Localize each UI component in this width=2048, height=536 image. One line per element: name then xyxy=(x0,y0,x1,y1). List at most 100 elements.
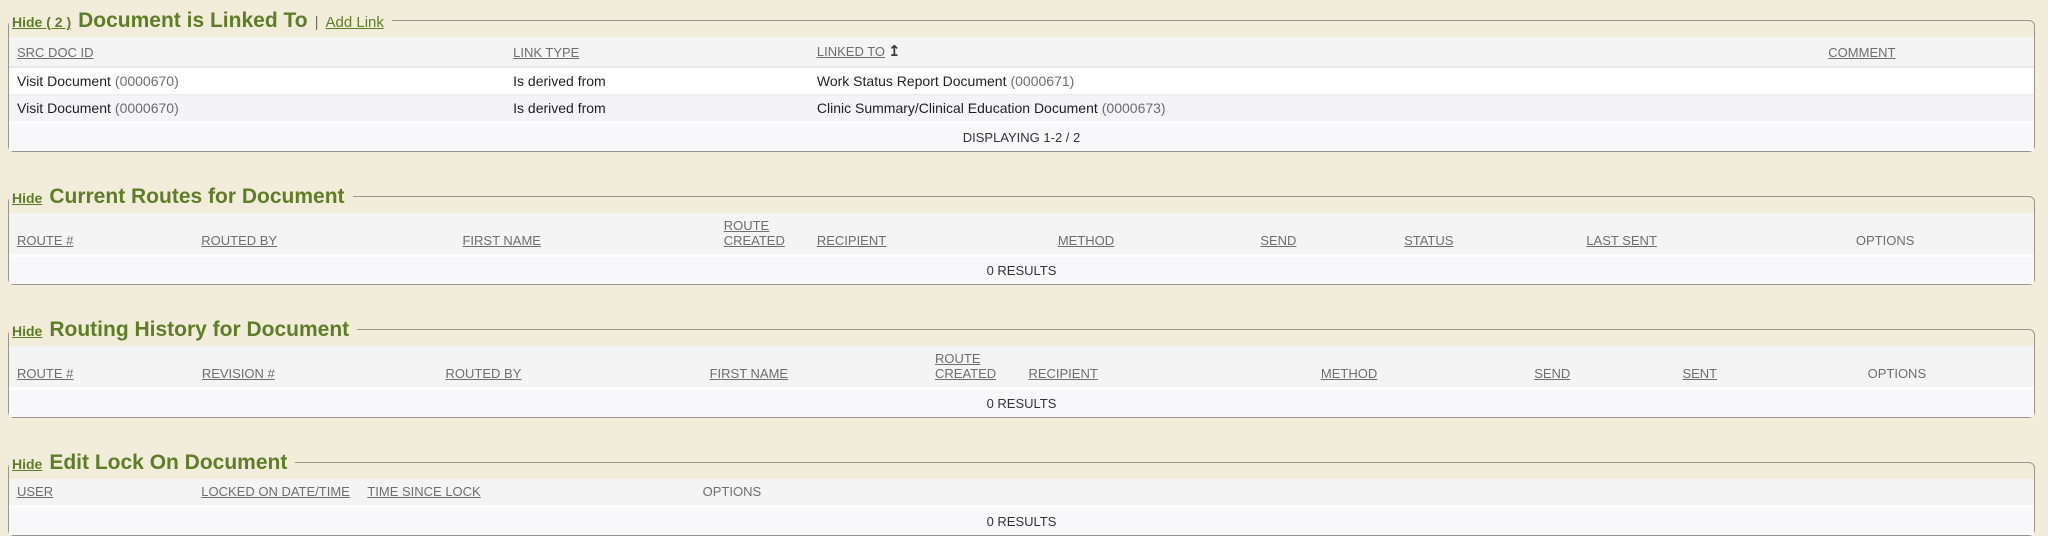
col-header-comment: COMMENT xyxy=(1689,37,2034,69)
col-header-status: STATUS xyxy=(1396,213,1579,257)
col-header-first-name: FIRST NAME xyxy=(454,213,716,257)
user-sort-link[interactable]: USER xyxy=(17,484,54,500)
src-doc-id-sort-link[interactable]: SRC DOC ID xyxy=(17,45,94,61)
current-routes-title: Current Routes for Document xyxy=(49,185,345,209)
results-count-label: 0 RESULTS xyxy=(9,254,2034,285)
results-count-label: 0 RESULTS xyxy=(9,387,2034,418)
first-name-sort-link[interactable]: FIRST NAME xyxy=(709,366,789,382)
col-header-user: USER xyxy=(9,479,194,508)
edit-lock-legend: Hide Edit Lock On Document xyxy=(9,451,295,474)
routing-history-legend: Hide Routing History for Document xyxy=(9,318,357,341)
col-header-send: SEND xyxy=(1526,346,1675,390)
col-header-route-created: ROUTE CREATED xyxy=(927,346,1021,390)
link-type-sort-link[interactable]: LINK TYPE xyxy=(513,45,580,61)
current-routes-header-row: ROUTE # ROUTED BY FIRST NAME ROUTE CREAT… xyxy=(9,213,2034,257)
link-type-cell: Is derived from xyxy=(513,100,606,117)
routing-history-header-row: ROUTE # REVISION # ROUTED BY FIRST NAME … xyxy=(9,346,2034,390)
col-header-route-created: ROUTE CREATED xyxy=(715,213,809,257)
route-number-sort-link[interactable]: ROUTE # xyxy=(17,366,74,382)
send-sort-link[interactable]: SEND xyxy=(1534,366,1571,382)
col-header-src-doc-id: SRC DOC ID xyxy=(9,37,506,69)
route-created-sort-link[interactable]: ROUTE CREATED xyxy=(723,218,785,249)
pagination-row: DISPLAYING 1-2 / 2 xyxy=(9,121,2034,152)
col-header-filler xyxy=(922,479,2034,508)
routing-history-section: Hide Routing History for Document ROUTE … xyxy=(8,318,2035,419)
comment-cell xyxy=(1690,67,2034,95)
last-sent-sort-link[interactable]: LAST SENT xyxy=(1586,233,1657,249)
src-doc-id: (0000670) xyxy=(114,73,179,90)
current-routes-table: ROUTE # ROUTED BY FIRST NAME ROUTE CREAT… xyxy=(9,213,2034,285)
col-header-routed-by: ROUTED BY xyxy=(193,213,455,257)
displaying-count-label: DISPLAYING 1-2 / 2 xyxy=(9,121,2034,152)
src-doc-cell: Visit Document (0000670) xyxy=(9,95,505,123)
routing-history-title: Routing History for Document xyxy=(49,318,350,342)
time-since-lock-sort-link[interactable]: TIME SINCE LOCK xyxy=(367,484,481,500)
sort-ascending-icon: ↥ xyxy=(888,43,901,61)
first-name-sort-link[interactable]: FIRST NAME xyxy=(462,233,541,249)
col-header-method: METHOD xyxy=(1312,346,1527,390)
src-doc-name: Visit Document xyxy=(17,73,111,90)
locked-on-sort-link[interactable]: LOCKED ON DATE/TIME xyxy=(201,484,350,500)
routed-by-sort-link[interactable]: ROUTED BY xyxy=(445,366,522,382)
col-header-locked-on: LOCKED ON DATE/TIME xyxy=(193,479,360,508)
hide-linked-documents-link[interactable]: Hide ( 2 ) xyxy=(12,14,72,30)
col-header-routed-by: ROUTED BY xyxy=(437,346,702,390)
hide-edit-lock-link[interactable]: Hide xyxy=(12,456,43,473)
edit-lock-table: USER LOCKED ON DATE/TIME TIME SINCE LOCK… xyxy=(9,479,2034,536)
linked-to-cell: Work Status Report Document (0000671) xyxy=(809,67,1690,95)
route-number-sort-link[interactable]: ROUTE # xyxy=(17,233,74,249)
col-header-linked-to: LINKED TO ↥ xyxy=(808,37,1690,69)
status-sort-link[interactable]: STATUS xyxy=(1404,233,1454,249)
src-doc-cell: Visit Document (0000670) xyxy=(9,67,505,95)
recipient-sort-link[interactable]: RECIPIENT xyxy=(816,233,887,249)
col-header-options: OPTIONS xyxy=(1736,213,2034,257)
linked-to-sort-link[interactable]: LINKED TO xyxy=(816,44,886,60)
col-header-route-number: ROUTE # xyxy=(9,213,194,257)
link-type-cell: Is derived from xyxy=(513,73,606,90)
col-header-route-number: ROUTE # xyxy=(9,346,194,390)
add-link-button[interactable]: Add Link xyxy=(325,14,384,31)
col-header-options: OPTIONS xyxy=(1759,346,2034,390)
col-header-first-name: FIRST NAME xyxy=(701,346,928,390)
linked-doc-id: (0000673) xyxy=(1101,100,1166,117)
current-routes-section: Hide Current Routes for Document ROUTE #… xyxy=(8,185,2035,286)
table-row: Visit Document (0000670) Is derived from … xyxy=(9,94,2034,123)
revision-number-sort-link[interactable]: REVISION # xyxy=(201,366,275,382)
routing-history-table: ROUTE # REVISION # ROUTED BY FIRST NAME … xyxy=(9,346,2034,418)
col-header-send: SEND xyxy=(1252,213,1397,257)
linked-documents-table: SRC DOC ID LINK TYPE LINKED TO ↥ COMMENT … xyxy=(9,37,2034,152)
routed-by-sort-link[interactable]: ROUTED BY xyxy=(201,233,278,249)
linked-documents-legend: Hide ( 2 ) Document is Linked To | Add L… xyxy=(9,9,392,32)
current-routes-legend: Hide Current Routes for Document xyxy=(9,185,353,208)
src-doc-id: (0000670) xyxy=(114,100,179,117)
results-count-label: 0 RESULTS xyxy=(9,505,2034,536)
route-created-sort-link[interactable]: ROUTE CREATED xyxy=(935,351,997,382)
edit-lock-title: Edit Lock On Document xyxy=(49,451,288,475)
hide-routing-history-link[interactable]: Hide xyxy=(12,323,43,340)
send-sort-link[interactable]: SEND xyxy=(1260,233,1297,249)
method-sort-link[interactable]: METHOD xyxy=(1320,366,1378,382)
linked-documents-title: Document is Linked To xyxy=(78,9,308,32)
linked-doc-name: Work Status Report Document xyxy=(816,73,1007,90)
src-doc-name: Visit Document xyxy=(17,100,111,117)
comment-sort-link[interactable]: COMMENT xyxy=(1828,45,1896,61)
legend-separator: | xyxy=(314,14,319,31)
table-row: Visit Document (0000670) Is derived from … xyxy=(9,67,2034,95)
method-sort-link[interactable]: METHOD xyxy=(1057,233,1115,249)
linked-doc-id: (0000671) xyxy=(1010,73,1075,90)
recipient-sort-link[interactable]: RECIPIENT xyxy=(1028,366,1098,382)
col-header-link-type: LINK TYPE xyxy=(505,37,809,69)
linked-documents-header-row: SRC DOC ID LINK TYPE LINKED TO ↥ COMMENT xyxy=(9,37,2034,69)
sent-sort-link[interactable]: SENT xyxy=(1682,366,1718,382)
hide-current-routes-link[interactable]: Hide xyxy=(12,190,43,207)
linked-doc-name: Clinic Summary/Clinical Education Docume… xyxy=(816,100,1098,117)
col-header-options: OPTIONS xyxy=(541,479,923,508)
empty-results-row: 0 RESULTS xyxy=(9,387,2034,418)
col-header-recipient: RECIPIENT xyxy=(1020,346,1313,390)
empty-results-row: 0 RESULTS xyxy=(9,254,2034,285)
edit-lock-section: Hide Edit Lock On Document USER LOCKED O… xyxy=(8,451,2035,536)
comment-cell xyxy=(1690,95,2034,123)
empty-results-row: 0 RESULTS xyxy=(9,505,2034,536)
col-header-recipient: RECIPIENT xyxy=(808,213,1050,257)
col-header-revision-number: REVISION # xyxy=(193,346,438,390)
